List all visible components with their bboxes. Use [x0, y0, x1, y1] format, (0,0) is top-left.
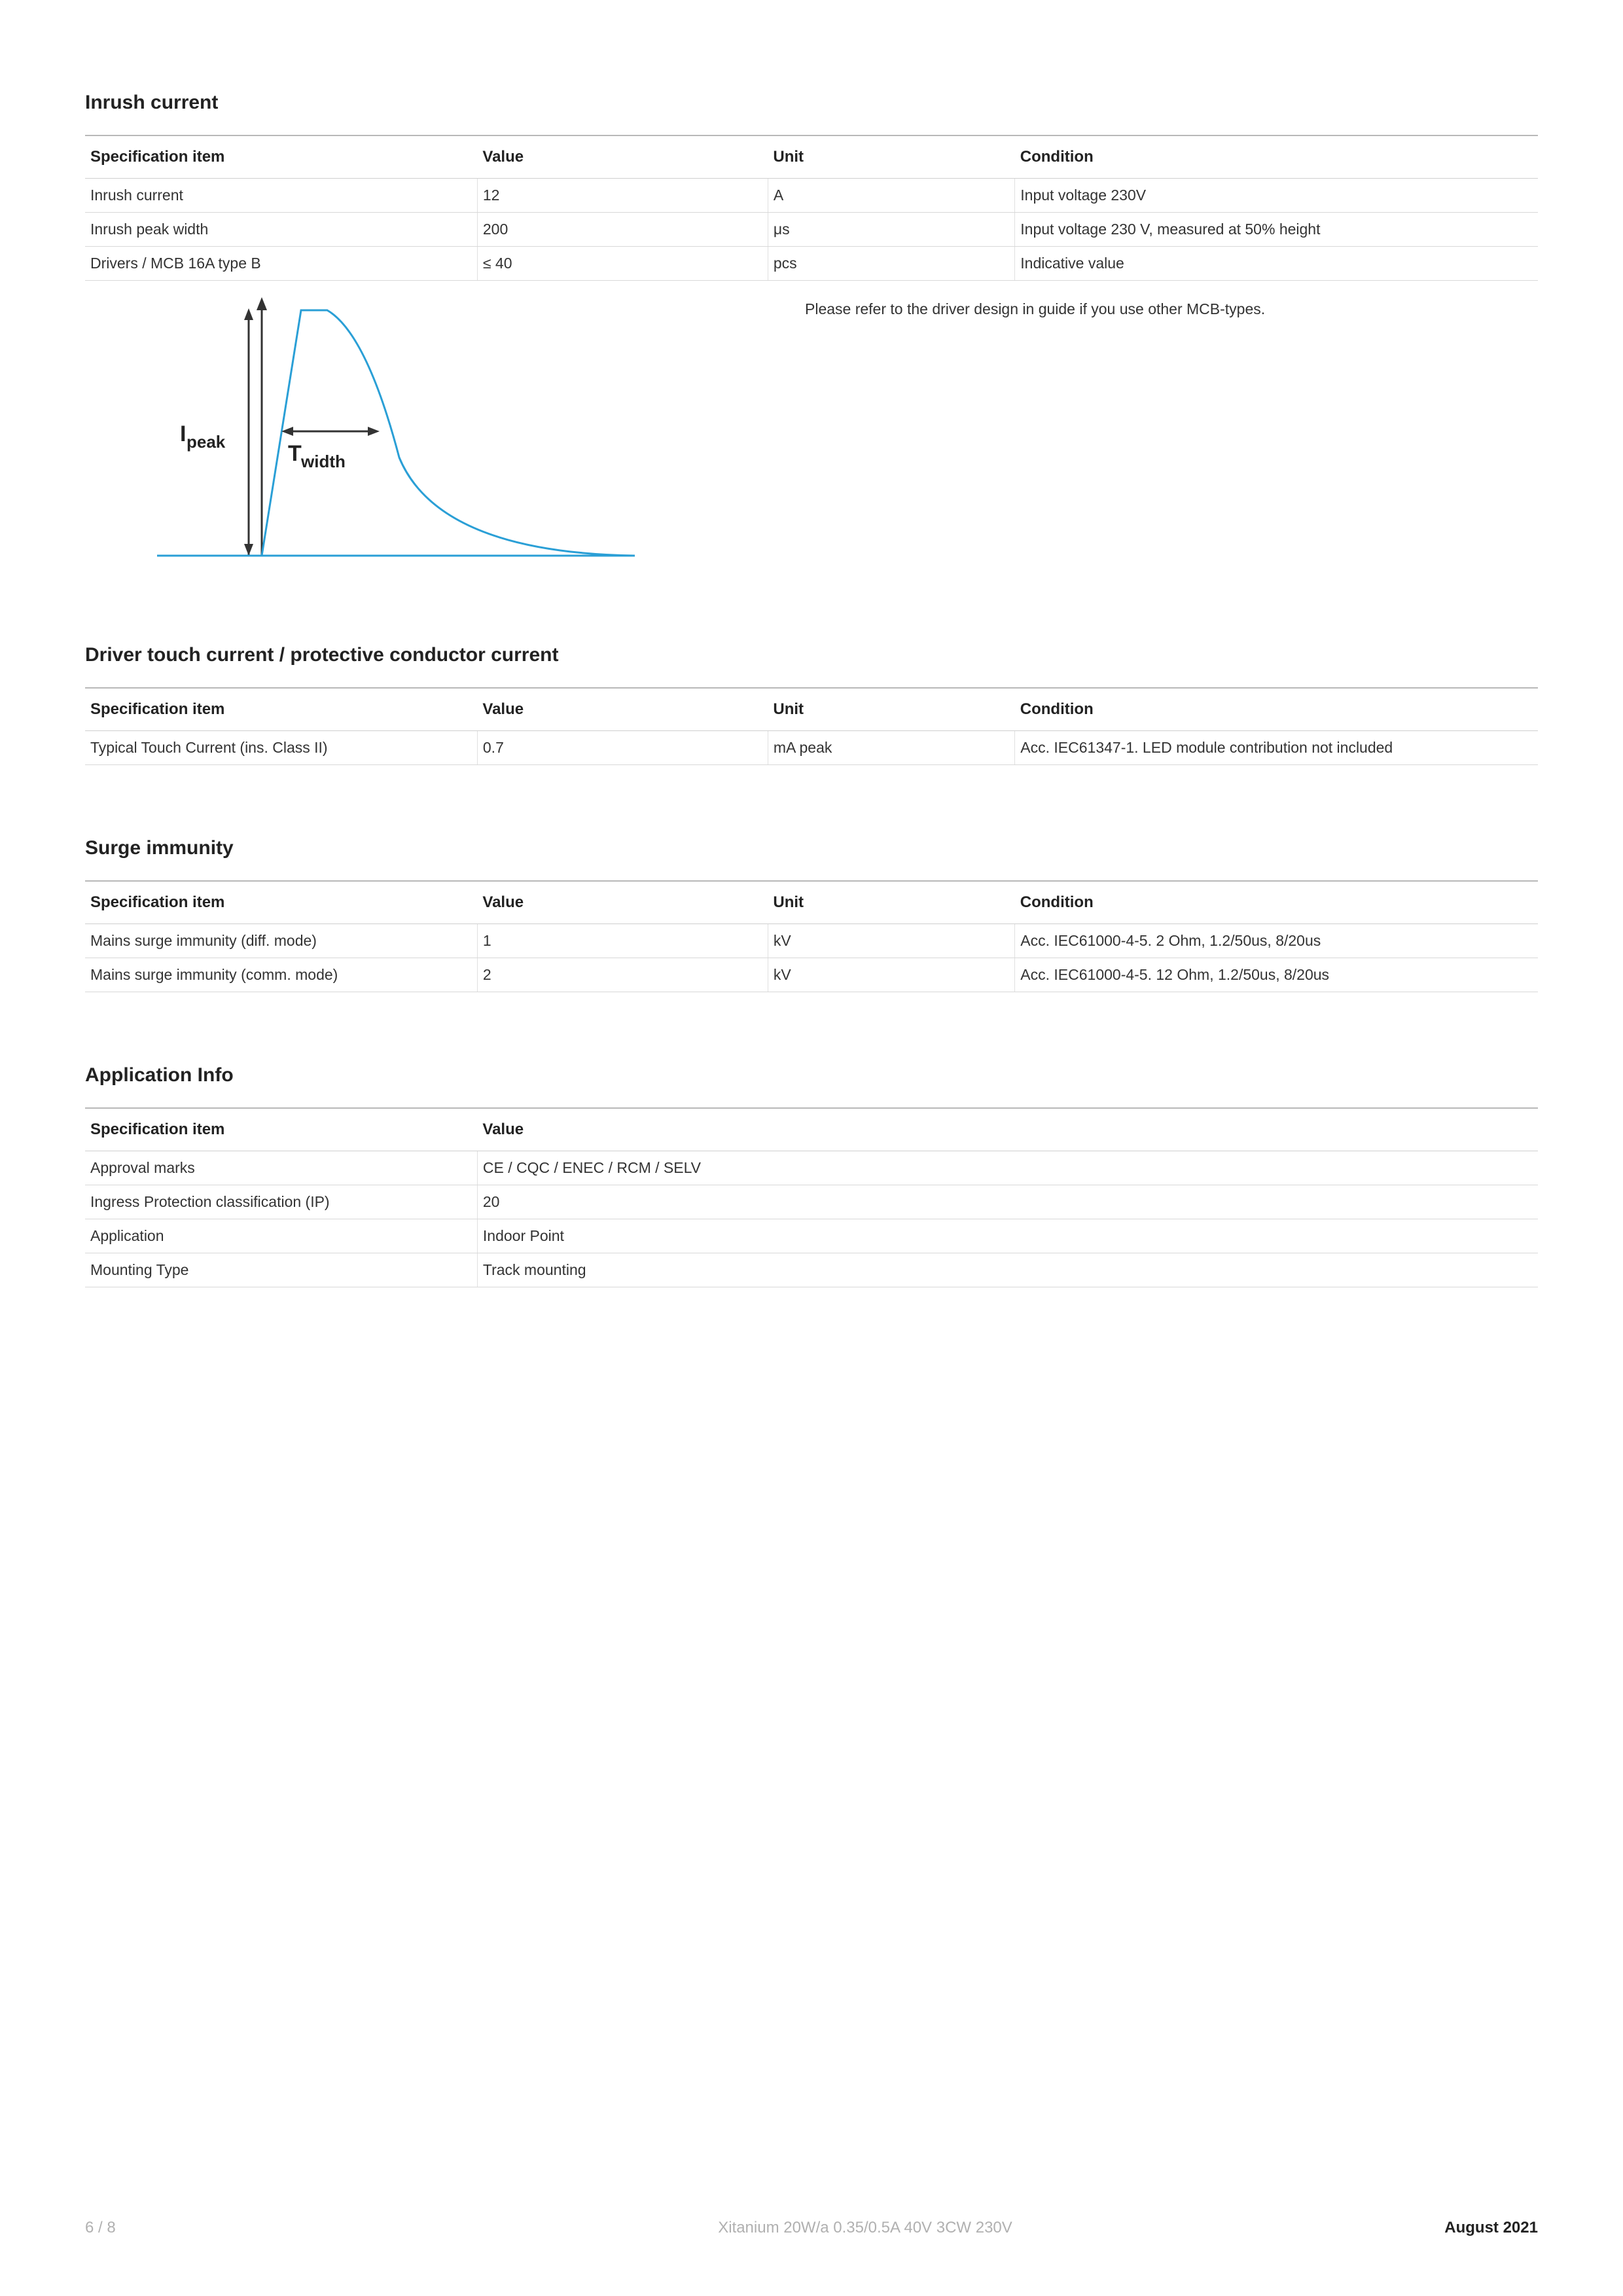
section-appinfo: Application Info Specification item Valu…	[85, 1064, 1538, 1287]
col-header: Unit	[768, 136, 1014, 179]
table-row: Mains surge immunity (comm. mode) 2 kV A…	[85, 958, 1538, 992]
table-row: Drivers / MCB 16A type B ≤ 40 pcs Indica…	[85, 247, 1538, 281]
svg-text:peak: peak	[187, 432, 226, 452]
col-header: Value	[477, 136, 768, 179]
table-row: Typical Touch Current (ins. Class II) 0.…	[85, 731, 1538, 765]
section-surge: Surge immunity Specification item Value …	[85, 837, 1538, 992]
col-header: Unit	[768, 689, 1014, 731]
page-number: 6 / 8	[85, 2219, 116, 2237]
table-row: Inrush peak width 200 μs Input voltage 2…	[85, 213, 1538, 247]
svg-text:width: width	[300, 452, 346, 471]
svg-text:I: I	[180, 422, 186, 446]
table-row: Approval marks CE / CQC / ENEC / RCM / S…	[85, 1151, 1538, 1185]
table-row: Ingress Protection classification (IP) 2…	[85, 1185, 1538, 1219]
col-header: Value	[477, 1109, 1538, 1151]
table-row: Inrush current 12 A Input voltage 230V	[85, 179, 1538, 213]
col-header: Condition	[1015, 689, 1538, 731]
section-title: Inrush current	[85, 92, 1538, 114]
section-touch: Driver touch current / protective conduc…	[85, 644, 1538, 765]
inrush-note: Please refer to the driver design in gui…	[668, 294, 1265, 318]
col-header: Unit	[768, 882, 1014, 924]
section-inrush: Inrush current Specification item Value …	[85, 92, 1538, 572]
section-title: Driver touch current / protective conduc…	[85, 644, 1538, 666]
surge-table: Specification item Value Unit Condition …	[85, 882, 1538, 992]
product-name: Xitanium 20W/a 0.35/0.5A 40V 3CW 230V	[718, 2219, 1012, 2237]
col-header: Condition	[1015, 882, 1538, 924]
footer: 6 / 8 Xitanium 20W/a 0.35/0.5A 40V 3CW 2…	[85, 2219, 1538, 2237]
col-header: Condition	[1015, 136, 1538, 179]
svg-text:T: T	[288, 441, 302, 466]
col-header: Specification item	[85, 882, 477, 924]
col-header: Specification item	[85, 1109, 477, 1151]
col-header: Specification item	[85, 689, 477, 731]
col-header: Value	[477, 882, 768, 924]
section-title: Application Info	[85, 1064, 1538, 1086]
inrush-table: Specification item Value Unit Condition …	[85, 136, 1538, 281]
table-row: Mounting Type Track mounting	[85, 1253, 1538, 1287]
table-row: Mains surge immunity (diff. mode) 1 kV A…	[85, 924, 1538, 958]
touch-table: Specification item Value Unit Condition …	[85, 689, 1538, 765]
table-row: Application Indoor Point	[85, 1219, 1538, 1253]
footer-date: August 2021	[1444, 2219, 1538, 2237]
inrush-graph: I peak T width	[85, 294, 641, 572]
col-header: Specification item	[85, 136, 477, 179]
appinfo-table: Specification item Value Approval marks …	[85, 1109, 1538, 1287]
section-title: Surge immunity	[85, 837, 1538, 859]
col-header: Value	[477, 689, 768, 731]
